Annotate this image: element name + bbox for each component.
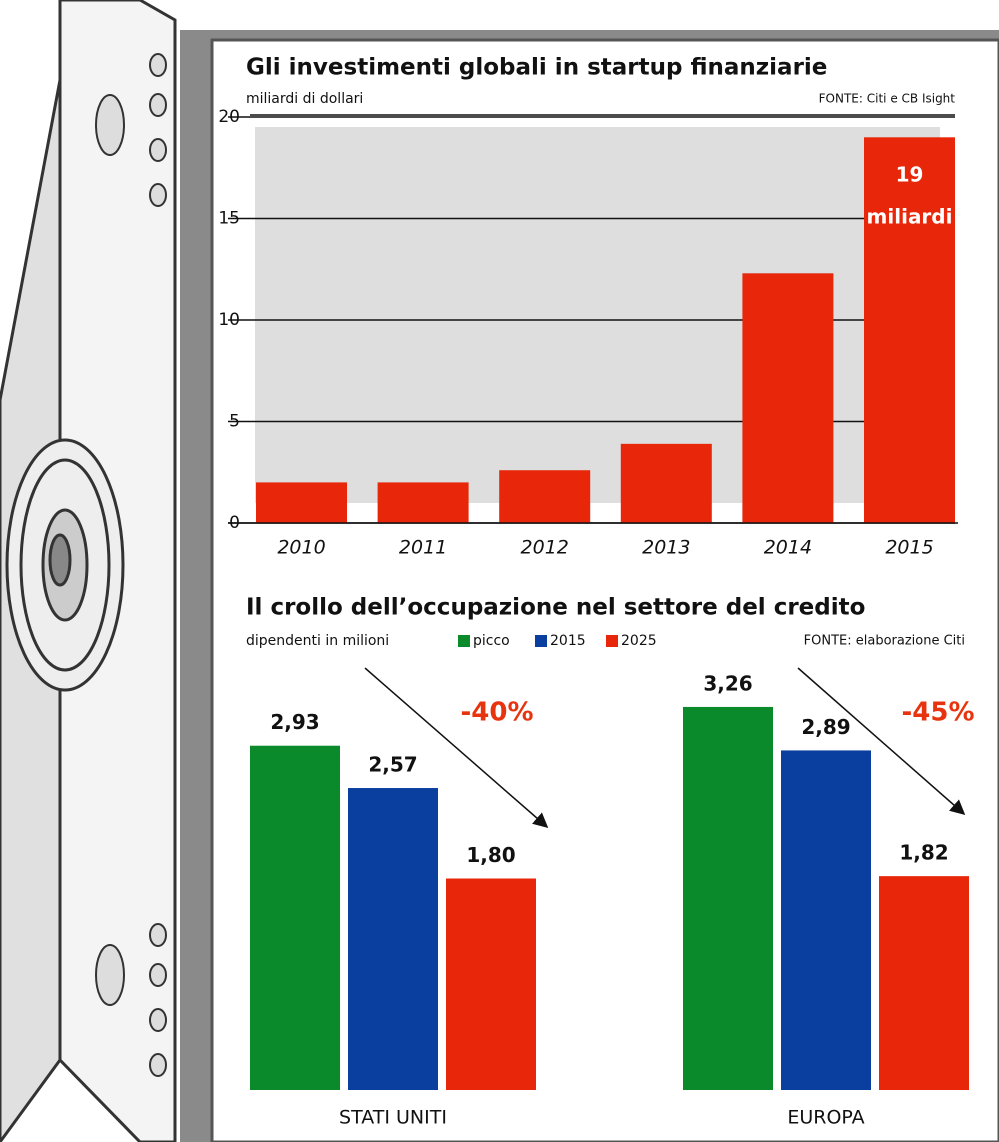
- value-label: 2,93: [270, 710, 319, 734]
- bar: [781, 750, 871, 1090]
- chart-title: Il crollo dell’occupazione nel settore d…: [246, 595, 865, 621]
- category-label: STATI UNITI: [339, 1107, 447, 1129]
- source: FONTE: Citi e CB Isight: [819, 92, 956, 106]
- plot-background: [255, 127, 940, 503]
- chart-title: Gli investimenti globali in startup fina…: [246, 55, 827, 81]
- legend-label: 2025: [621, 633, 657, 649]
- x-tick-label: 2013: [642, 537, 690, 559]
- x-tick-label: 2010: [277, 537, 325, 559]
- annotation: -45%: [901, 698, 974, 728]
- value-label: 2,57: [368, 753, 417, 777]
- category-label: EUROPA: [787, 1107, 864, 1129]
- bar: [499, 470, 591, 523]
- dial: [5, 438, 125, 692]
- subtitle: miliardi di dollari: [246, 91, 363, 107]
- x-tick-label: 2012: [521, 537, 569, 559]
- x-tick-label: 2015: [885, 537, 933, 559]
- arrow: [364, 667, 549, 828]
- x-tick-label: 2014: [764, 537, 812, 559]
- legend-swatch: [606, 635, 618, 647]
- legend-swatch: [458, 635, 470, 647]
- bar: [864, 137, 955, 524]
- bar: [348, 788, 438, 1090]
- bar: [879, 876, 969, 1090]
- bar: [256, 482, 347, 523]
- bar: [683, 706, 773, 1090]
- annotation: -40%: [460, 698, 533, 728]
- value-label: 1,82: [899, 841, 948, 865]
- value-label: 1,80: [466, 843, 515, 867]
- bar: [742, 273, 834, 523]
- value-label: 3,26: [703, 671, 752, 695]
- source: FONTE: elaborazione Citi: [804, 634, 965, 649]
- subtitle: dipendenti in milioni: [246, 633, 389, 649]
- legend-swatch: [535, 635, 547, 647]
- bar: [446, 878, 536, 1090]
- hinges: [95, 53, 167, 1077]
- arrow: [797, 667, 966, 815]
- legend-label: picco: [473, 633, 510, 649]
- bar: [620, 443, 712, 523]
- value-label: 2,89: [801, 715, 850, 739]
- value-label: 19 miliardi: [867, 162, 953, 228]
- legend-label: 2015: [550, 633, 586, 649]
- bar: [377, 482, 469, 523]
- x-tick-label: 2011: [399, 537, 447, 559]
- bar: [250, 745, 340, 1090]
